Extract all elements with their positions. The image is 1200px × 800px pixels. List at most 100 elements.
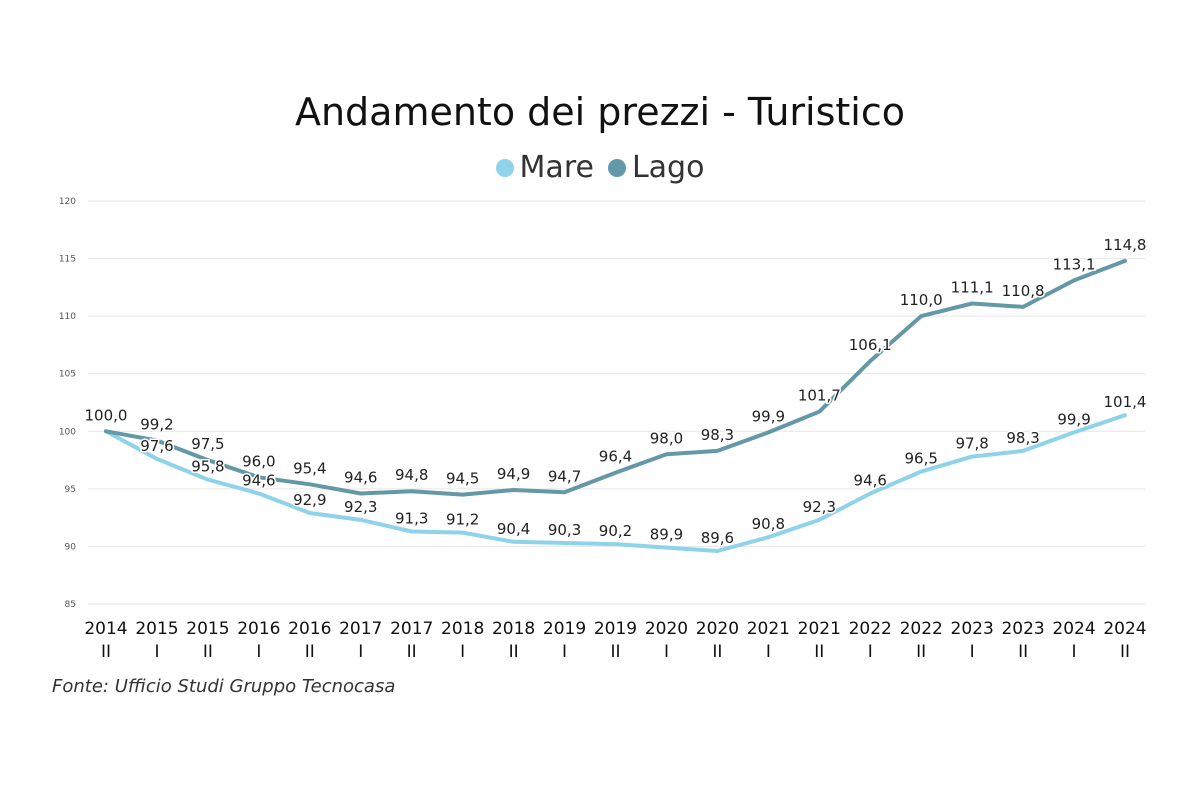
x-tick-year: 2021 <box>747 619 790 639</box>
data-label-mare: 96,5 <box>904 450 937 468</box>
source-note: Fonte: Ufficio Studi Gruppo Tecnocasa <box>52 676 396 697</box>
y-tick-label: 100 <box>59 427 76 437</box>
data-label-mare: 101,4 <box>1104 393 1147 411</box>
data-label-mare: 98,3 <box>1006 429 1039 447</box>
x-tick-year: 2017 <box>339 619 382 639</box>
data-label-lago: 94,9 <box>497 465 530 483</box>
data-label-lago: 114,8 <box>1104 236 1147 254</box>
data-label-mare: 90,2 <box>599 522 632 540</box>
data-label-mare: 90,4 <box>497 520 530 538</box>
data-label-mare: 94,6 <box>854 471 887 489</box>
data-label-mare: 91,2 <box>446 511 479 529</box>
x-tick-half: II <box>1120 642 1130 662</box>
data-label-lago: 95,4 <box>293 459 326 477</box>
x-tick-half: II <box>916 642 926 662</box>
data-label-mare: 90,8 <box>752 515 785 533</box>
data-label-mare: 99,9 <box>1057 410 1090 428</box>
x-tick-year: 2024 <box>1052 619 1095 639</box>
y-tick-label: 110 <box>59 312 76 322</box>
series-line-lago <box>104 258 1127 497</box>
x-tick-year: 2024 <box>1103 619 1146 639</box>
data-label-lago: 101,7 <box>798 387 841 405</box>
x-tick-half: I <box>1072 642 1077 662</box>
data-label-lago: 98,0 <box>650 429 683 447</box>
y-tick-label: 105 <box>59 370 76 380</box>
data-label-lago: 111,1 <box>951 278 994 296</box>
data-label-lago: 96,0 <box>242 452 275 470</box>
data-label-mare: 89,6 <box>701 529 734 547</box>
x-tick-half: II <box>407 642 417 662</box>
data-label-lago: 99,2 <box>140 415 173 433</box>
legend-item-lago: Lago <box>607 150 705 185</box>
x-tick-half: I <box>562 642 567 662</box>
x-tick-year: 2018 <box>441 619 484 639</box>
data-label-mare: 92,3 <box>344 498 377 516</box>
x-tick-half: I <box>256 642 261 662</box>
data-label-lago: 94,8 <box>395 466 428 484</box>
x-tick-year: 2015 <box>135 619 178 639</box>
x-tick-year: 2023 <box>951 619 994 639</box>
x-tick-half: II <box>203 642 213 662</box>
x-tick-year: 2018 <box>492 619 535 639</box>
legend-label-mare: Mare <box>519 150 594 185</box>
series-line-mare <box>104 413 1127 553</box>
data-label-lago: 94,7 <box>548 467 581 485</box>
x-tick-half: I <box>664 642 669 662</box>
data-label-lago: 106,1 <box>849 336 892 354</box>
x-tick-year: 2016 <box>237 619 280 639</box>
data-label-mare: 95,8 <box>191 458 224 476</box>
x-tick-half: II <box>712 642 722 662</box>
x-tick-half: I <box>460 642 465 662</box>
y-tick-label: 90 <box>65 542 77 552</box>
y-tick-label: 120 <box>59 197 76 207</box>
data-label-lago: 98,3 <box>701 426 734 444</box>
data-label-mare: 92,9 <box>293 491 326 509</box>
legend-marker-mare <box>495 158 514 177</box>
x-tick-year: 2016 <box>288 619 331 639</box>
x-tick-half: II <box>1018 642 1028 662</box>
x-tick-half: I <box>766 642 771 662</box>
data-label-mare: 91,3 <box>395 509 428 527</box>
x-tick-year: 2021 <box>798 619 841 639</box>
x-tick-year: 2019 <box>543 619 586 639</box>
x-tick-half: I <box>154 642 159 662</box>
x-tick-year: 2020 <box>645 619 688 639</box>
x-tick-half: II <box>509 642 519 662</box>
data-label-lago: 110,0 <box>900 291 943 309</box>
chart-title: Andamento dei prezzi - Turistico <box>294 90 906 134</box>
data-label-lago: 113,1 <box>1053 255 1096 273</box>
data-label-lago: 96,4 <box>599 448 632 466</box>
data-label-lago: 97,5 <box>191 435 224 453</box>
x-tick-year: 2014 <box>84 619 127 639</box>
x-tick-year: 2019 <box>594 619 637 639</box>
data-label-lago: 94,6 <box>344 468 377 486</box>
data-label-lago: 100,0 <box>85 406 128 424</box>
y-tick-label: 95 <box>65 485 76 495</box>
legend: Mare Lago <box>0 150 1200 185</box>
data-label-lago: 110,8 <box>1002 282 1045 300</box>
data-label-lago: 94,5 <box>446 470 479 488</box>
x-tick-year: 2022 <box>849 619 892 639</box>
legend-marker-lago <box>607 158 626 177</box>
legend-label-lago: Lago <box>631 150 705 185</box>
data-label-mare: 92,3 <box>803 498 836 516</box>
x-tick-half: II <box>101 642 111 662</box>
x-tick-half: II <box>814 642 824 662</box>
y-tick-label: 115 <box>59 255 76 265</box>
data-label-lago: 99,9 <box>752 407 785 425</box>
x-tick-half: I <box>358 642 363 662</box>
data-label-mare: 97,8 <box>955 435 988 453</box>
x-tick-year: 2022 <box>900 619 943 639</box>
x-tick-year: 2023 <box>1001 619 1044 639</box>
data-label-mare: 94,6 <box>242 471 275 489</box>
x-tick-half: I <box>970 642 975 662</box>
data-label-mare: 90,3 <box>548 521 581 539</box>
legend-item-mare: Mare <box>495 150 594 185</box>
data-label-mare: 97,6 <box>140 437 173 455</box>
x-tick-year: 2017 <box>390 619 433 639</box>
y-tick-label: 85 <box>65 600 76 610</box>
x-tick-half: II <box>305 642 315 662</box>
x-tick-year: 2015 <box>186 619 229 639</box>
x-tick-year: 2020 <box>696 619 739 639</box>
